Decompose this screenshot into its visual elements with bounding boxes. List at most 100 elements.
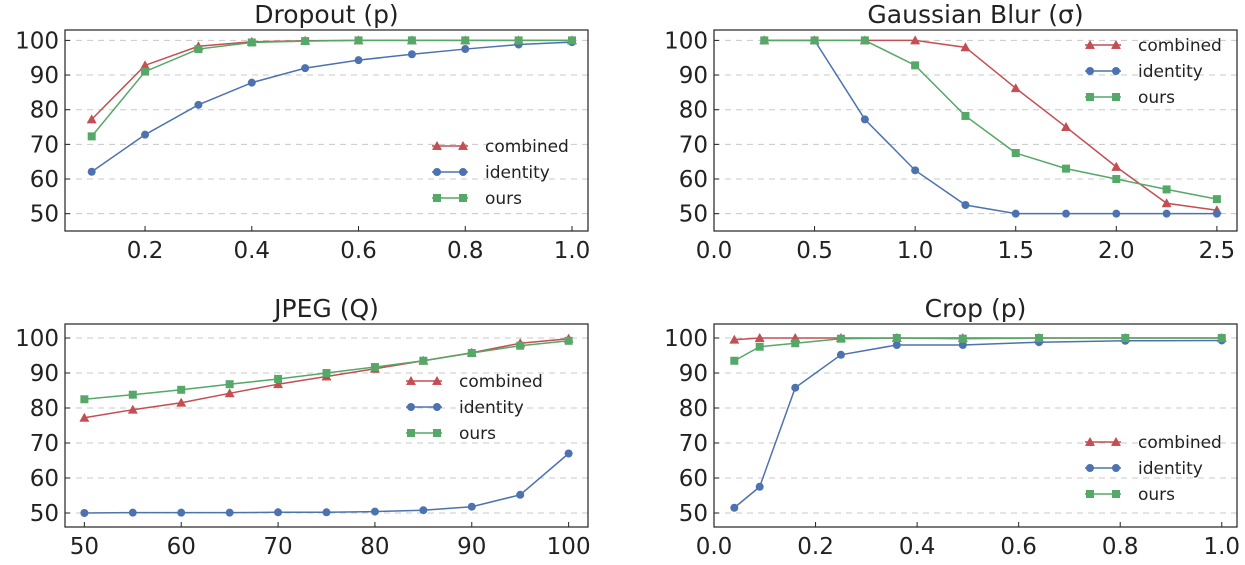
data-point-identity: [860, 115, 869, 124]
data-point-ours: [177, 385, 186, 394]
data-point-identity: [370, 507, 379, 516]
data-point-identity: [911, 166, 920, 175]
legend-marker-identity: [433, 168, 441, 176]
legend-marker-ours: [433, 194, 441, 202]
legend-marker-combined: [1110, 436, 1122, 446]
legend-marker-combined: [1084, 39, 1096, 49]
data-point-identity: [194, 100, 203, 109]
plot-frame: [64, 323, 589, 528]
data-point-combined: [176, 397, 187, 407]
data-point-ours: [247, 38, 256, 47]
data-point-combined: [1060, 121, 1072, 131]
data-point-ours: [87, 132, 96, 141]
data-point-identity: [80, 509, 89, 517]
data-point-ours: [1034, 334, 1043, 342]
data-point-ours: [791, 339, 800, 348]
x-tick-label: 0.8: [1102, 534, 1139, 560]
data-point-ours: [354, 36, 363, 45]
data-point-ours: [274, 374, 283, 383]
data-point-ours: [760, 36, 769, 45]
legend-marker-ours: [1086, 490, 1094, 498]
legend-label-combined: combined: [485, 137, 569, 157]
legend-label-combined: combined: [1138, 433, 1222, 453]
data-point-combined: [79, 412, 90, 422]
data-point-combined: [1111, 161, 1122, 171]
y-tick-label: 100: [664, 28, 708, 54]
data-point-identity: [322, 508, 331, 517]
data-point-combined: [1010, 83, 1021, 93]
data-point-ours: [80, 395, 89, 404]
data-point-identity: [961, 201, 970, 210]
y-tick-label: 100: [15, 28, 59, 54]
y-tick-label: 90: [30, 63, 59, 89]
data-point-ours: [461, 36, 470, 45]
data-point-identity: [836, 350, 845, 359]
data-point-identity: [247, 78, 256, 87]
data-point-ours: [730, 356, 739, 365]
y-tick-label: 70: [30, 431, 59, 457]
x-tick-label: 2.0: [1098, 238, 1135, 264]
data-point-identity: [461, 45, 470, 54]
data-point-ours: [141, 67, 150, 76]
data-point-ours: [1062, 164, 1071, 173]
data-point-ours: [301, 37, 310, 46]
y-tick-label: 50: [679, 202, 708, 228]
x-tick-label: 0.2: [127, 238, 164, 264]
data-point-identity: [755, 482, 764, 491]
data-point-combined: [86, 114, 97, 124]
x-tick-label: 0.0: [696, 534, 733, 560]
data-point-identity: [407, 50, 416, 59]
legend-marker-combined: [457, 140, 469, 150]
data-point-ours: [892, 334, 901, 342]
series-line-combined: [91, 39, 572, 120]
data-point-identity: [1011, 209, 1020, 218]
data-point-ours: [1112, 175, 1121, 184]
data-point-identity: [730, 503, 739, 512]
y-tick-label: 90: [679, 63, 708, 89]
data-point-ours: [1011, 149, 1020, 158]
series-line-ours: [764, 39, 1218, 200]
data-point-combined: [754, 332, 765, 342]
data-point-identity: [128, 508, 137, 517]
data-point-ours: [836, 334, 845, 343]
legend-label-ours: ours: [485, 189, 522, 209]
x-tick-label: 90: [457, 534, 486, 560]
y-tick-label: 80: [30, 396, 59, 422]
data-point-ours: [1162, 185, 1171, 194]
y-tick-label: 50: [30, 202, 59, 228]
data-point-identity: [301, 64, 310, 73]
legend-label-identity: identity: [459, 398, 524, 418]
data-point-ours: [225, 380, 234, 389]
legend-label-ours: ours: [1138, 485, 1175, 505]
data-point-combined: [127, 404, 138, 414]
legend-marker-identity: [1086, 464, 1094, 472]
legend-marker-ours: [459, 194, 467, 202]
legend-label-identity: identity: [1138, 62, 1203, 82]
data-point-combined: [1161, 198, 1172, 208]
data-point-ours: [961, 111, 970, 120]
data-point-identity: [225, 508, 234, 517]
legend-marker-ours: [407, 429, 415, 437]
plot-frame: [713, 29, 1238, 232]
chart-title: JPEG (Q): [272, 294, 379, 323]
data-point-ours: [755, 342, 764, 351]
legend-marker-combined: [1110, 39, 1122, 49]
y-tick-label: 50: [679, 501, 708, 527]
legend-marker-combined: [431, 140, 443, 150]
data-point-identity: [1162, 209, 1171, 218]
data-point-identity: [1112, 209, 1121, 218]
data-point-ours: [322, 369, 331, 377]
data-point-identity: [791, 383, 800, 392]
data-point-ours: [370, 363, 379, 372]
data-point-ours: [467, 349, 476, 358]
x-tick-label: 2.5: [1199, 238, 1236, 264]
chart-jpeg: JPEG (Q) 50 60 70 80 90 100 50 60 70 80 90 100 combin…: [15, 294, 590, 560]
y-tick-label: 80: [679, 98, 708, 124]
y-tick-label: 90: [679, 361, 708, 387]
y-tick-label: 90: [30, 361, 59, 387]
x-tick-label: 1.0: [1203, 534, 1240, 560]
data-point-ours: [1212, 195, 1221, 204]
y-tick-label: 50: [30, 501, 59, 527]
legend-marker-combined: [1084, 436, 1096, 446]
y-tick-label: 80: [679, 396, 708, 422]
